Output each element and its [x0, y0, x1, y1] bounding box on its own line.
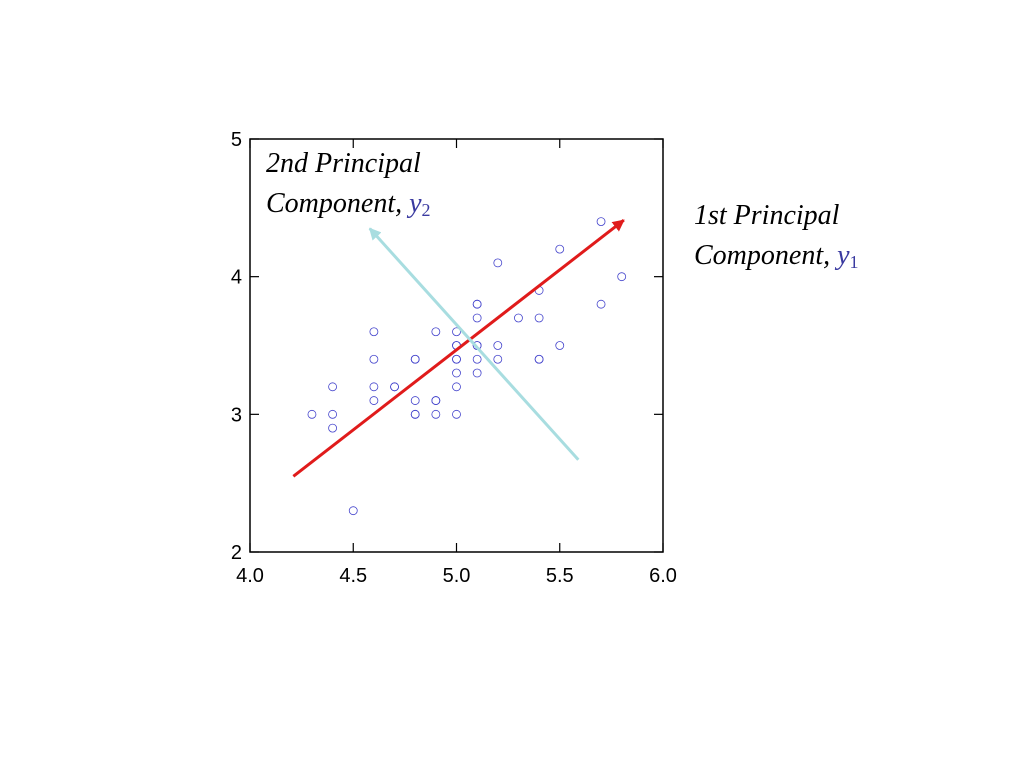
- data-point: [410, 396, 420, 405]
- data-point: [431, 327, 441, 337]
- x-tick-label: 4.5: [339, 565, 367, 587]
- data-point: [452, 327, 461, 337]
- data-point: [596, 217, 606, 227]
- principal-component-arrows: [292, 219, 625, 478]
- data-point: [555, 244, 565, 254]
- pc2-variable: y2: [409, 188, 431, 220]
- y-tick-label: 4: [231, 267, 242, 289]
- data-point: [328, 409, 338, 419]
- data-point: [328, 423, 338, 433]
- data-point: [431, 409, 441, 419]
- pc1-variable-subscript: 1: [849, 252, 859, 272]
- data-point: [514, 313, 523, 323]
- pc2-variable-subscript: 2: [421, 200, 431, 220]
- y-tick-label: 2: [231, 542, 242, 564]
- data-point: [493, 354, 503, 364]
- pc2-annotation: 2nd Principal Component, y2: [266, 144, 431, 230]
- data-point: [617, 272, 627, 282]
- data-point: [534, 354, 544, 364]
- axis-ticks: [249, 138, 664, 553]
- data-point: [452, 409, 461, 419]
- x-tick-label: 5.5: [546, 565, 574, 587]
- pc1-variable: y1: [837, 240, 859, 272]
- data-points: [307, 217, 627, 516]
- data-point: [410, 409, 420, 419]
- data-point: [369, 354, 379, 364]
- pc2-annotation-line1: 2nd Principal: [266, 148, 421, 179]
- pc2-arrow: [368, 227, 580, 461]
- data-point: [472, 313, 482, 323]
- pc2-annotation-line2: Component,: [266, 188, 403, 219]
- data-point: [369, 396, 379, 405]
- data-point: [307, 409, 317, 419]
- pc1-annotation: 1st Principal Component, y1: [694, 196, 859, 282]
- data-point: [452, 382, 461, 392]
- data-point: [493, 258, 503, 268]
- pc1-variable-symbol: y: [837, 240, 850, 271]
- data-point: [328, 382, 338, 392]
- data-point: [369, 327, 379, 337]
- y-tick-label: 5: [231, 129, 242, 151]
- x-tick-label: 5.0: [443, 565, 471, 587]
- x-tick-label: 4.0: [236, 565, 264, 587]
- pc1-annotation-line1: 1st Principal: [694, 200, 840, 231]
- data-point: [534, 313, 544, 323]
- x-tick-labels: 4.0 4.5 5.0 5.5 6.0: [236, 565, 677, 587]
- pc1-arrow: [292, 219, 625, 478]
- data-point: [410, 354, 420, 364]
- data-point: [472, 299, 482, 309]
- data-point: [348, 506, 358, 516]
- data-point: [390, 382, 399, 392]
- y-tick-label: 3: [231, 404, 242, 426]
- data-point: [369, 382, 379, 392]
- data-point: [555, 341, 565, 350]
- pc1-annotation-line2: Component,: [694, 240, 831, 271]
- pc2-variable-symbol: y: [409, 188, 422, 219]
- x-tick-label: 6.0: [649, 565, 677, 587]
- data-point: [493, 341, 503, 350]
- data-point: [472, 368, 482, 378]
- data-point: [596, 299, 606, 309]
- data-point: [452, 354, 461, 364]
- data-point: [431, 396, 441, 405]
- y-tick-labels: 2 3 4 5: [231, 129, 242, 564]
- data-point: [452, 368, 461, 378]
- data-point: [472, 354, 482, 364]
